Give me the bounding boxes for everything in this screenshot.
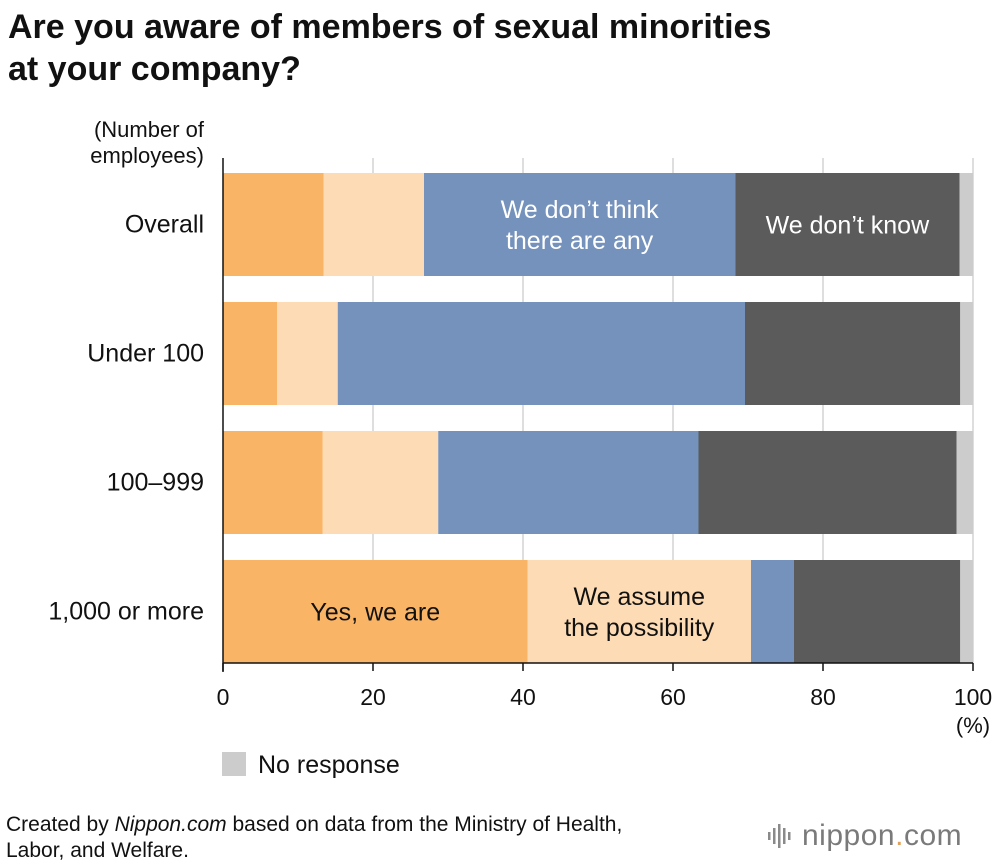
bar-overall-yes-we-are bbox=[223, 173, 324, 276]
source-note: Created by Nippon.com based on data from… bbox=[6, 812, 766, 864]
bar-overall-we-assume-the-possibility bbox=[323, 173, 424, 276]
bar-overall-we-don-t-know bbox=[735, 173, 960, 276]
title-line-2: at your company? bbox=[8, 50, 301, 88]
bar-segments bbox=[223, 173, 973, 663]
x-axis-unit: (%) bbox=[956, 713, 990, 738]
x-tick-label-60: 60 bbox=[660, 684, 686, 710]
bar-1-000-or-more-we-don-t-know bbox=[793, 560, 961, 663]
bar-under-100-no-response bbox=[960, 302, 973, 405]
source-suffix: based on data from the Ministry of Healt… bbox=[226, 813, 623, 836]
category-label-1-000-or-more: 1,000 or more bbox=[48, 598, 204, 626]
x-tick-label-100: 100 bbox=[954, 684, 992, 710]
in-bar-labels: We don’t think there are any We don’t know… bbox=[310, 196, 930, 642]
legend-label-no-response: No response bbox=[258, 751, 400, 779]
category-label-under-100: Under 100 bbox=[87, 340, 204, 368]
bar-1-000-or-more-we-assume-the-possibility bbox=[527, 560, 751, 663]
bar-1-000-or-more-we-don-t-think-there-are-any bbox=[751, 560, 794, 663]
bar-100-999-we-assume-the-possibility bbox=[322, 431, 439, 534]
stacked-bar-chart: We don’t think there are any We don’t know… bbox=[48, 117, 992, 779]
bar-1-000-or-more-no-response bbox=[960, 560, 973, 663]
category-label-100-999: 100–999 bbox=[107, 469, 204, 497]
nippon-logo-icon bbox=[768, 824, 791, 848]
bar-under-100-we-assume-the-possibility bbox=[277, 302, 338, 405]
bar-under-100-yes-we-are bbox=[223, 302, 277, 405]
in-bar-label-we-assume-the-possibility-1: We assume bbox=[573, 583, 705, 611]
bar-overall-no-response bbox=[959, 173, 973, 276]
bar-overall-we-don-t-think-there-are-any bbox=[424, 173, 736, 276]
x-tick-label-0: 0 bbox=[217, 684, 230, 710]
bar-under-100-we-don-t-think-there-are-any bbox=[337, 302, 745, 405]
bar-100-999-no-response bbox=[956, 431, 973, 534]
category-label-overall: Overall bbox=[125, 211, 204, 239]
in-bar-label-we-don-t-know-1: We don’t know bbox=[766, 212, 930, 240]
y-axis-title-line-1: (Number of bbox=[94, 117, 205, 142]
x-tick-label-40: 40 bbox=[510, 684, 536, 710]
bar-100-999-we-don-t-know bbox=[698, 431, 957, 534]
in-bar-label-we-don-t-think-there-are-any-2: there are any bbox=[506, 227, 654, 255]
source-prefix: Created by bbox=[6, 813, 115, 836]
in-bar-label-yes-we-are-1: Yes, we are bbox=[310, 599, 440, 627]
source-site: Nippon.com bbox=[114, 813, 227, 836]
in-bar-label-we-don-t-think-there-are-any-1: We don’t think bbox=[501, 196, 659, 224]
legend-swatch-no-response bbox=[222, 752, 246, 776]
x-tick-label-80: 80 bbox=[810, 684, 836, 710]
bar-100-999-yes-we-are bbox=[223, 431, 323, 534]
in-bar-label-we-assume-the-possibility-2: the possibility bbox=[564, 614, 715, 642]
x-tick-label-20: 20 bbox=[360, 684, 386, 710]
bar-under-100-we-don-t-know bbox=[745, 302, 961, 405]
title-line-1: Are you aware of members of sexual minor… bbox=[8, 8, 772, 46]
chart-title: Are you aware of members of sexual minor… bbox=[8, 6, 968, 90]
nippon-logo: nippon.com bbox=[768, 818, 962, 854]
source-line-2: Labor, and Welfare. bbox=[6, 839, 189, 862]
y-axis-title-line-2: employees) bbox=[90, 143, 204, 168]
axes: Overall Under 100 100–999 1,000 or more 0 20 4… bbox=[48, 158, 992, 710]
bar-100-999-we-don-t-think-there-are-any bbox=[438, 431, 699, 534]
nippon-logo-text: nippon.com bbox=[802, 819, 963, 852]
bar-1-000-or-more-yes-we-are bbox=[223, 560, 528, 663]
